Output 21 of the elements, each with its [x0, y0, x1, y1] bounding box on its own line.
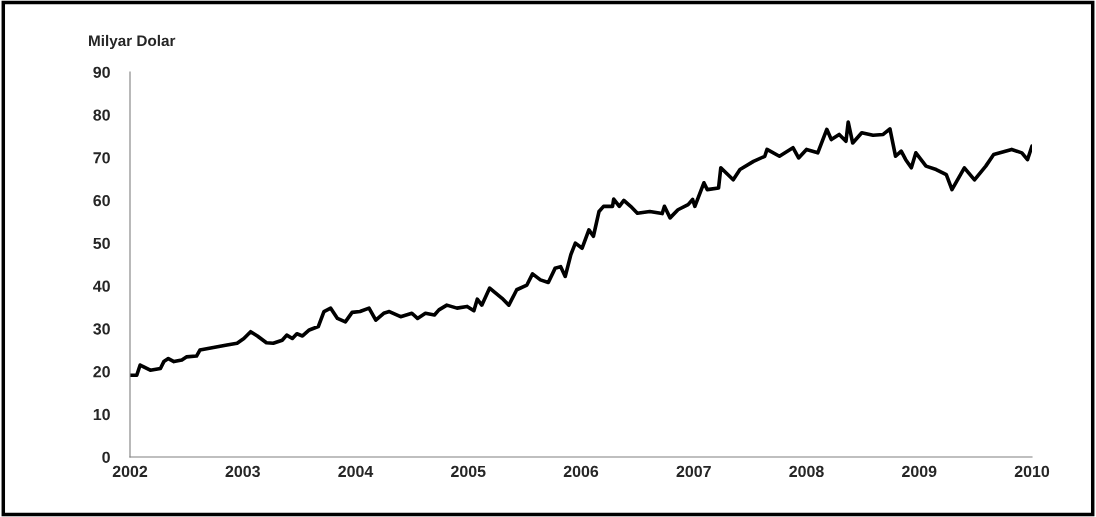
x-tick-label: 2007 — [676, 465, 711, 478]
x-tick-label: 2002 — [112, 465, 148, 478]
x-tick-label: 2008 — [789, 465, 824, 478]
y-axis-title: Milyar Dolar — [89, 34, 176, 50]
x-tick-label: 2005 — [451, 465, 486, 478]
y-tick-label: 60 — [93, 194, 110, 207]
x-tick-label: 2004 — [338, 465, 374, 478]
y-tick-label: 20 — [93, 366, 110, 378]
x-tick-label: 2010 — [1014, 465, 1050, 478]
y-tick-label: 80 — [93, 109, 110, 121]
y-tick-label: 50 — [93, 237, 110, 250]
y-tick-label: 70 — [93, 152, 110, 164]
line-series — [130, 120, 1032, 378]
x-tick-label: 2009 — [902, 465, 937, 478]
x-tick-label: 2003 — [225, 465, 260, 478]
y-tick-label: 90 — [93, 66, 110, 78]
y-tick-label: 30 — [93, 323, 110, 335]
y-tick-label: 0 — [102, 451, 110, 463]
x-tick-label: 2006 — [563, 465, 599, 478]
y-tick-label: 10 — [93, 408, 110, 421]
y-tick-label: 40 — [93, 280, 110, 292]
